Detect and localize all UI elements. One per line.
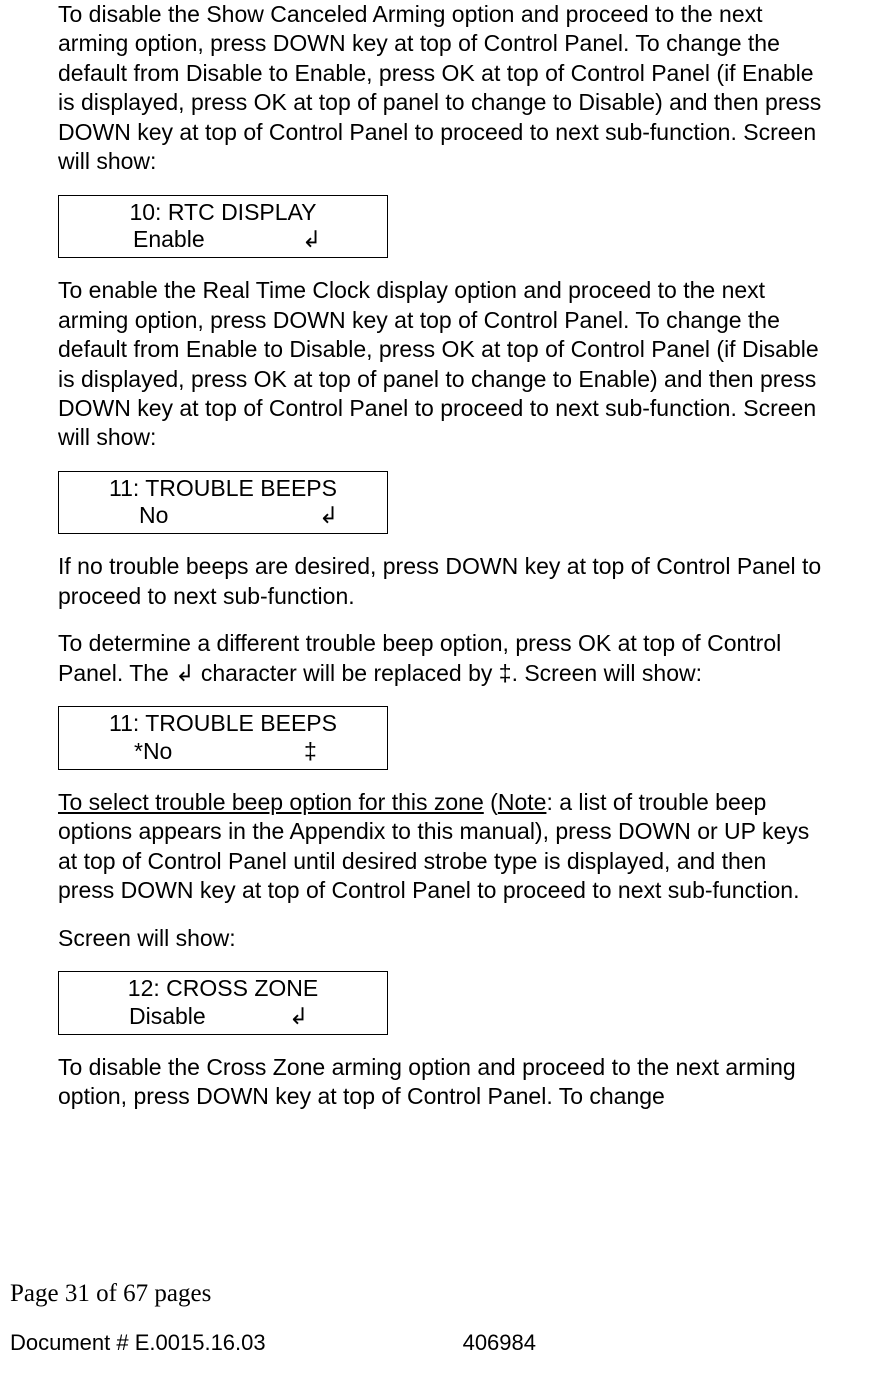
paragraph-1: To disable the Show Canceled Arming opti…	[58, 0, 826, 177]
lcd-line1: 12: CROSS ZONE	[59, 975, 387, 1003]
lcd-line1: 10: RTC DISPLAY	[59, 199, 387, 227]
lcd-box-trouble-beeps-edit: 11: TROUBLE BEEPS *No ‡	[58, 706, 388, 770]
p5-mid1: (	[484, 789, 498, 815]
lcd-line1: 11: TROUBLE BEEPS	[59, 475, 387, 503]
lcd-value: *No	[134, 738, 172, 766]
footer: Page 31 of 67 pages Document # E.0015.16…	[0, 1280, 876, 1356]
p5-underline-1: To select trouble beep option for this z…	[58, 789, 484, 815]
lcd-line1: 11: TROUBLE BEEPS	[59, 710, 387, 738]
enter-icon: ↲	[289, 1003, 308, 1031]
enter-icon: ↲	[175, 660, 194, 686]
p5-underline-2: Note	[498, 789, 547, 815]
paragraph-7: To disable the Cross Zone arming option …	[58, 1053, 826, 1112]
lcd-value: No	[139, 502, 168, 530]
enter-icon: ↲	[302, 226, 321, 254]
lcd-line2: *No ‡	[59, 738, 387, 766]
enter-icon: ↲	[319, 502, 338, 530]
p4-mid: character will be replaced by	[195, 660, 499, 686]
lcd-line2: Disable ↲	[59, 1003, 387, 1031]
lcd-box-rtc-display: 10: RTC DISPLAY Enable ↲	[58, 195, 388, 259]
lcd-line2: Enable ↲	[59, 226, 387, 254]
paragraph-3: If no trouble beeps are desired, press D…	[58, 552, 826, 611]
paragraph-4: To determine a different trouble beep op…	[58, 629, 826, 688]
paragraph-5: To select trouble beep option for this z…	[58, 788, 826, 906]
document-number: Document # E.0015.16.03	[10, 1330, 266, 1356]
lcd-value: Enable	[133, 226, 205, 254]
doubledagger-icon: ‡	[499, 660, 512, 686]
lcd-line2: No ↲	[59, 502, 387, 530]
paragraph-2: To enable the Real Time Clock display op…	[58, 276, 826, 453]
doubledagger-icon: ‡	[304, 738, 317, 766]
lcd-box-cross-zone: 12: CROSS ZONE Disable ↲	[58, 971, 388, 1035]
lcd-value: Disable	[129, 1003, 206, 1031]
page-counter: Page 31 of 67 pages	[10, 1280, 826, 1308]
p4-post: . Screen will show:	[512, 660, 702, 686]
reference-number: 406984	[463, 1330, 536, 1356]
paragraph-6: Screen will show:	[58, 924, 826, 953]
lcd-box-trouble-beeps: 11: TROUBLE BEEPS No ↲	[58, 471, 388, 535]
